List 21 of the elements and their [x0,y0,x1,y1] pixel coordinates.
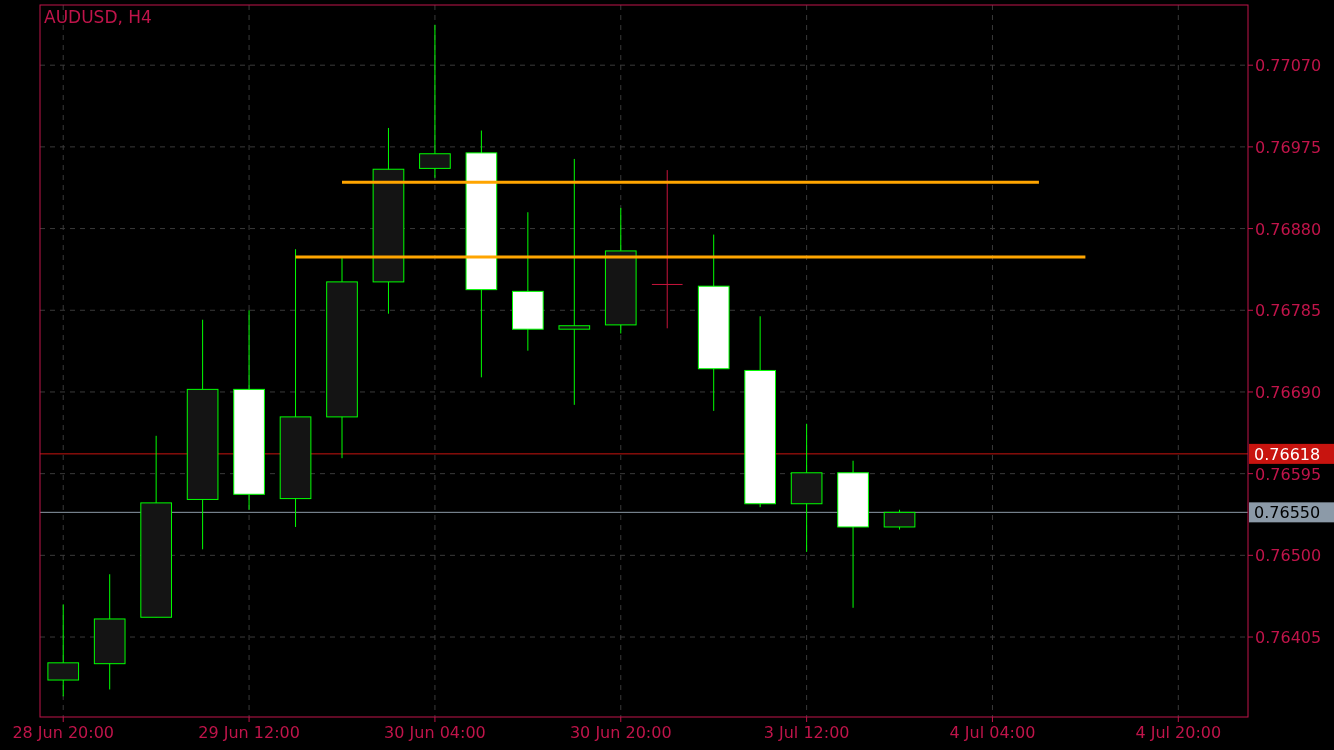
ref-line-label: 0.76550 [1254,503,1321,523]
y-tick-label: 0.76785 [1255,301,1322,321]
y-tick-label: 0.76690 [1255,382,1322,402]
y-tick-label: 0.76880 [1255,219,1322,239]
x-tick-label: 29 Jun 12:00 [198,723,300,742]
x-tick-label: 3 Jul 12:00 [763,723,850,742]
candlestick [651,169,684,329]
y-tick-label: 0.76975 [1255,137,1322,157]
ref-line-label: 0.76618 [1254,444,1321,464]
x-tick-label: 28 Jun 20:00 [12,723,115,742]
y-tick-label: 0.76405 [1255,628,1322,648]
candlestick [419,24,451,179]
y-tick-label: 0.77070 [1255,56,1322,76]
candlestick [558,158,591,406]
x-tick-label: 30 Jun 04:00 [384,723,486,742]
y-tick-label: 0.76595 [1255,464,1322,484]
y-tick-label: 0.76500 [1255,546,1322,566]
chart-title: AUDUSD, H4 [44,7,152,27]
x-tick-label: 4 Jul 20:00 [1135,723,1222,742]
x-tick-label: 4 Jul 04:00 [949,723,1036,742]
x-tick-label: 30 Jun 20:00 [569,723,672,742]
